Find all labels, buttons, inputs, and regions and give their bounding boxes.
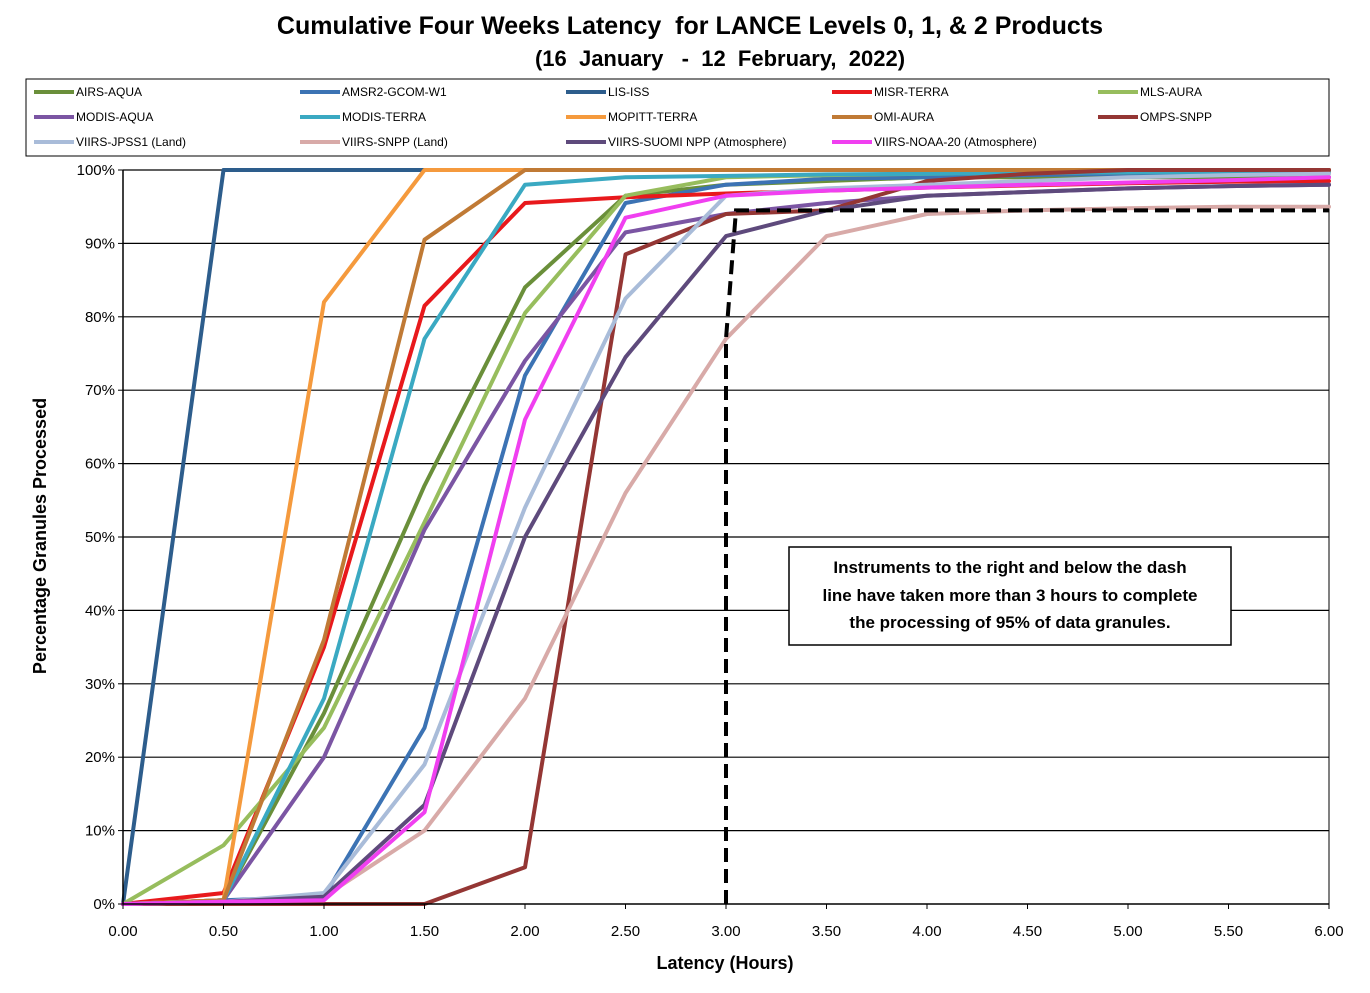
annotation-line-3: the processing of 95% of data granules. (849, 613, 1170, 632)
legend-label-viirs-noaa-20-atmosphere: VIIRS-NOAA-20 (Atmosphere) (874, 135, 1037, 149)
y-tick-label-4: 40% (85, 602, 115, 619)
x-tick-label-9: 4.50 (1013, 923, 1042, 940)
x-tick-label-7: 3.50 (812, 923, 841, 940)
x-axis-title: Latency (Hours) (656, 953, 793, 973)
legend: AIRS-AQUA AMSR2-GCOM-W1 LIS-ISS MISR-TERRA M… (25, 78, 1330, 157)
y-tick-label-6: 60% (85, 456, 115, 473)
y-tick-label-2: 20% (85, 749, 115, 766)
y-tick-label-9: 90% (85, 235, 115, 252)
legend-label-amsr2-gcom-w1: AMSR2-GCOM-W1 (342, 85, 447, 99)
x-tick-label-5: 2.50 (611, 923, 640, 940)
legend-label-omi-aura: OMI-AURA (874, 110, 934, 124)
x-tick-label-2: 1.00 (309, 923, 338, 940)
x-tick-label-1: 0.50 (209, 923, 238, 940)
legend-label-mopitt-terra: MOPITT-TERRA (608, 110, 697, 124)
y-axis-title: Percentage Granules Processed (30, 398, 50, 674)
legend-label-omps-snpp: OMPS-SNPP (1140, 110, 1212, 124)
reference-dash-line-group (724, 208, 1329, 904)
legend-label-modis-aqua: MODIS-AQUA (76, 110, 153, 124)
x-tick-label-3: 1.50 (410, 923, 439, 940)
x-tick-label-6: 3.00 (711, 923, 740, 940)
legend-label-lis-iss: LIS-ISS (608, 85, 649, 99)
legend-label-viirs-snpp-land: VIIRS-SNPP (Land) (342, 135, 448, 149)
legend-label-viirs-suomi-npp-atmosphere: VIIRS-SUOMI NPP (Atmosphere) (608, 135, 787, 149)
legend-label-modis-terra: MODIS-TERRA (342, 110, 426, 124)
y-tick-label-5: 50% (85, 529, 115, 546)
reference-dash-line (724, 208, 1329, 904)
y-tick-label-7: 70% (85, 382, 115, 399)
legend-label-airs-aqua: AIRS-AQUA (76, 85, 142, 99)
annotation-line-2: line have taken more than 3 hours to com… (822, 586, 1197, 605)
chart-subtitle: (16 January - 12 February, 2022) (535, 46, 905, 71)
y-tick-labels: 0% 10% 20% 30% 40% 50% 60% 70% 80% 90% 100% (77, 162, 123, 913)
y-tick-label-3: 30% (85, 676, 115, 693)
y-tick-label-0: 0% (93, 896, 115, 913)
chart-title: Cumulative Four Weeks Latency for LANCE … (277, 12, 1103, 40)
x-tick-label-0: 0.00 (108, 923, 137, 940)
series-line-viirs-noaa-20-atmosphere (121, 175, 1331, 906)
x-tick-label-4: 2.00 (510, 923, 539, 940)
annotation-frame (788, 546, 1232, 646)
legend-label-mls-aura: MLS-AURA (1140, 85, 1202, 99)
x-tick-label-10: 5.00 (1113, 923, 1142, 940)
y-tick-label-10: 100% (77, 162, 115, 179)
series-line-viirs-suomi-npp-atmosphere (121, 182, 1331, 906)
x-tick-labels: 0.00 0.50 1.00 1.50 2.00 2.50 3.00 3.50 4.00 4.50… (108, 904, 1344, 940)
legend-label-viirs-jpss1-land: VIIRS-JPSS1 (Land) (76, 135, 186, 149)
x-tick-label-11: 5.50 (1214, 923, 1243, 940)
annotation-line-1: Instruments to the right and below the d… (833, 558, 1186, 577)
series-line-modis-terra (121, 169, 1331, 906)
x-tick-label-12: 6.00 (1314, 923, 1343, 940)
annotation-box: Instruments to the right and below the d… (788, 546, 1232, 646)
y-tick-label-1: 10% (85, 823, 115, 840)
plot-area (121, 168, 1331, 906)
legend-label-misr-terra: MISR-TERRA (874, 85, 949, 99)
y-tick-label-8: 80% (85, 309, 115, 326)
x-tick-label-8: 4.00 (912, 923, 941, 940)
